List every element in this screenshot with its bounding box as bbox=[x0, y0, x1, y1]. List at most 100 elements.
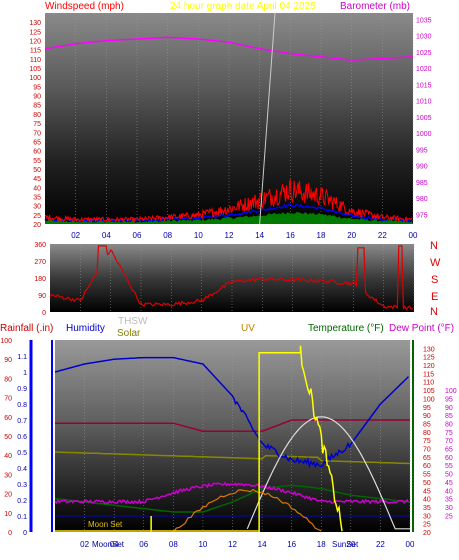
x-tick-label: 10 bbox=[198, 540, 207, 549]
dewpoint-y-tick-label: 75 bbox=[445, 430, 453, 437]
dewpoint-y-tick-label: 40 bbox=[445, 488, 453, 495]
humidity-series-line bbox=[54, 356, 410, 469]
wind-y-tick-label: 95 bbox=[33, 84, 41, 91]
humidity-y-tick-label: 90 bbox=[4, 357, 12, 364]
baro-y-tick-label: 1015 bbox=[416, 82, 432, 89]
temperature-y-tick-label: 20 bbox=[423, 530, 431, 537]
temperature-y-tick-label: 70 bbox=[423, 447, 431, 454]
wind-y-tick-label: 45 bbox=[33, 176, 41, 183]
direction-label-s: S bbox=[431, 274, 438, 286]
wind-x-tick-label: 20 bbox=[347, 231, 356, 240]
weather-panel-plot bbox=[54, 345, 411, 533]
dewpoint-y-tick-label: 65 bbox=[445, 447, 453, 454]
solar-radiation-line bbox=[54, 451, 411, 465]
dewpoint-y-tick-label: 85 bbox=[445, 413, 453, 420]
wind-y-tick-label: 20 bbox=[33, 222, 41, 229]
wind-x-tick-label: 16 bbox=[286, 231, 295, 240]
wind-y-tick-label: 80 bbox=[33, 112, 41, 119]
temperature-label: Temperature (°F) bbox=[308, 323, 384, 334]
wind-y-tick-label: 30 bbox=[33, 204, 41, 211]
direction-y-tick-label: 270 bbox=[34, 259, 46, 266]
wind-x-tick-label: 18 bbox=[317, 231, 326, 240]
rain-y-tick-label: 0 bbox=[23, 530, 27, 537]
baro-y-tick-label: 995 bbox=[416, 147, 428, 154]
barometer-title: Barometer (mb) bbox=[340, 1, 410, 12]
baro-y-tick-label: 1025 bbox=[416, 50, 432, 57]
humidity-y-tick-label: 40 bbox=[4, 453, 12, 460]
rain-y-tick-label: 0.3 bbox=[17, 482, 27, 489]
wind-average-area bbox=[45, 212, 413, 224]
baro-y-tick-label: 980 bbox=[416, 196, 428, 203]
dewpoint-series-line bbox=[55, 419, 410, 432]
humidity-y-tick-label: 30 bbox=[4, 472, 12, 479]
x-tick-label: 20 bbox=[346, 540, 355, 549]
wind-panel-grid bbox=[75, 13, 414, 224]
direction-panel-plot bbox=[49, 245, 413, 311]
direction-label-n-bottom: N bbox=[430, 306, 438, 318]
temperature-y-tick-label: 90 bbox=[423, 413, 431, 420]
baro-y-tick-label: 1010 bbox=[416, 99, 432, 106]
wind-artifact-line bbox=[259, 12, 276, 225]
dewpoint-y-tick-label: 100 bbox=[445, 388, 457, 395]
humidity-y-tick-label: 50 bbox=[4, 434, 12, 441]
x-tick-label: 08 bbox=[169, 540, 178, 549]
temperature-y-tick-label: 120 bbox=[423, 363, 435, 370]
wind-x-tick-label: 12 bbox=[225, 231, 234, 240]
rain-y-tick-label: 1 bbox=[23, 370, 27, 377]
temperature-y-tick-label: 80 bbox=[423, 430, 431, 437]
direction-y-tick-label: 90 bbox=[38, 293, 46, 300]
wind-direction-series-line bbox=[49, 245, 413, 311]
x-tick-label: 02 bbox=[80, 540, 89, 549]
x-tick-label: 22 bbox=[376, 540, 385, 549]
wind-x-tick-label: 06 bbox=[133, 231, 142, 240]
wind-y-tick-label: 115 bbox=[30, 48, 41, 55]
rain-y-tick-label: 0.4 bbox=[17, 466, 27, 473]
temperature-y-tick-label: 100 bbox=[423, 396, 435, 403]
uv-index-line bbox=[172, 488, 322, 533]
temperature-y-tick-label: 50 bbox=[423, 480, 431, 487]
rain-y-tick-label: 1.1 bbox=[17, 354, 27, 361]
windspeed-series-line bbox=[44, 179, 413, 224]
humidity-y-tick-label: 70 bbox=[4, 396, 12, 403]
dewpoint-y-tick-label: 25 bbox=[445, 513, 453, 520]
wind-y-tick-label: 120 bbox=[29, 39, 41, 46]
wind-gust-line bbox=[44, 203, 412, 223]
dewpoint-y-tick-label: 90 bbox=[445, 405, 453, 412]
dewpoint-y-tick-label: 95 bbox=[445, 396, 453, 403]
dewpoint-y-tick-label: 80 bbox=[445, 421, 453, 428]
temperature-y-tick-label: 45 bbox=[423, 488, 431, 495]
wind-y-tick-label: 50 bbox=[33, 167, 41, 174]
baro-y-tick-label: 990 bbox=[416, 164, 428, 171]
dewpoint-y-tick-label: 35 bbox=[445, 497, 453, 504]
wind-y-tick-label: 90 bbox=[33, 94, 41, 101]
wind-y-tick-label: 110 bbox=[30, 57, 41, 64]
rain-y-tick-label: 0.5 bbox=[17, 450, 27, 457]
wind-y-tick-label: 60 bbox=[33, 149, 41, 156]
x-tick-label: 14 bbox=[258, 540, 267, 549]
baro-y-tick-label: 1035 bbox=[416, 17, 432, 24]
temperature-y-tick-label: 65 bbox=[423, 455, 431, 462]
dewpoint-y-tick-label: 60 bbox=[445, 455, 453, 462]
humidity-label: Humidity bbox=[66, 323, 105, 334]
temperature-y-tick-label: 95 bbox=[423, 405, 431, 412]
dewpoint-y-tick-label: 30 bbox=[445, 505, 453, 512]
wind-y-tick-label: 40 bbox=[33, 185, 41, 192]
axes-labels: 2025303540455055606570758085909510010511… bbox=[0, 17, 456, 549]
baro-y-tick-label: 1020 bbox=[416, 66, 432, 73]
wind-y-tick-label: 85 bbox=[33, 103, 41, 110]
wind-y-tick-label: 125 bbox=[29, 29, 41, 36]
x-tick-label: 00 bbox=[406, 540, 415, 549]
direction-label-w: W bbox=[430, 257, 441, 269]
solar-arc-line bbox=[246, 416, 410, 530]
temperature-y-tick-label: 125 bbox=[423, 355, 435, 362]
wind-y-tick-label: 105 bbox=[29, 66, 41, 73]
temperature-series-line bbox=[54, 484, 411, 513]
solar-label: Solar bbox=[117, 328, 141, 339]
direction-y-tick-label: 360 bbox=[34, 242, 46, 249]
direction-label-e: E bbox=[431, 291, 438, 303]
moon-set-label: Moon Set bbox=[88, 520, 123, 529]
barometer-series-line bbox=[44, 36, 414, 61]
humidity-y-tick-label: 100 bbox=[0, 338, 12, 345]
